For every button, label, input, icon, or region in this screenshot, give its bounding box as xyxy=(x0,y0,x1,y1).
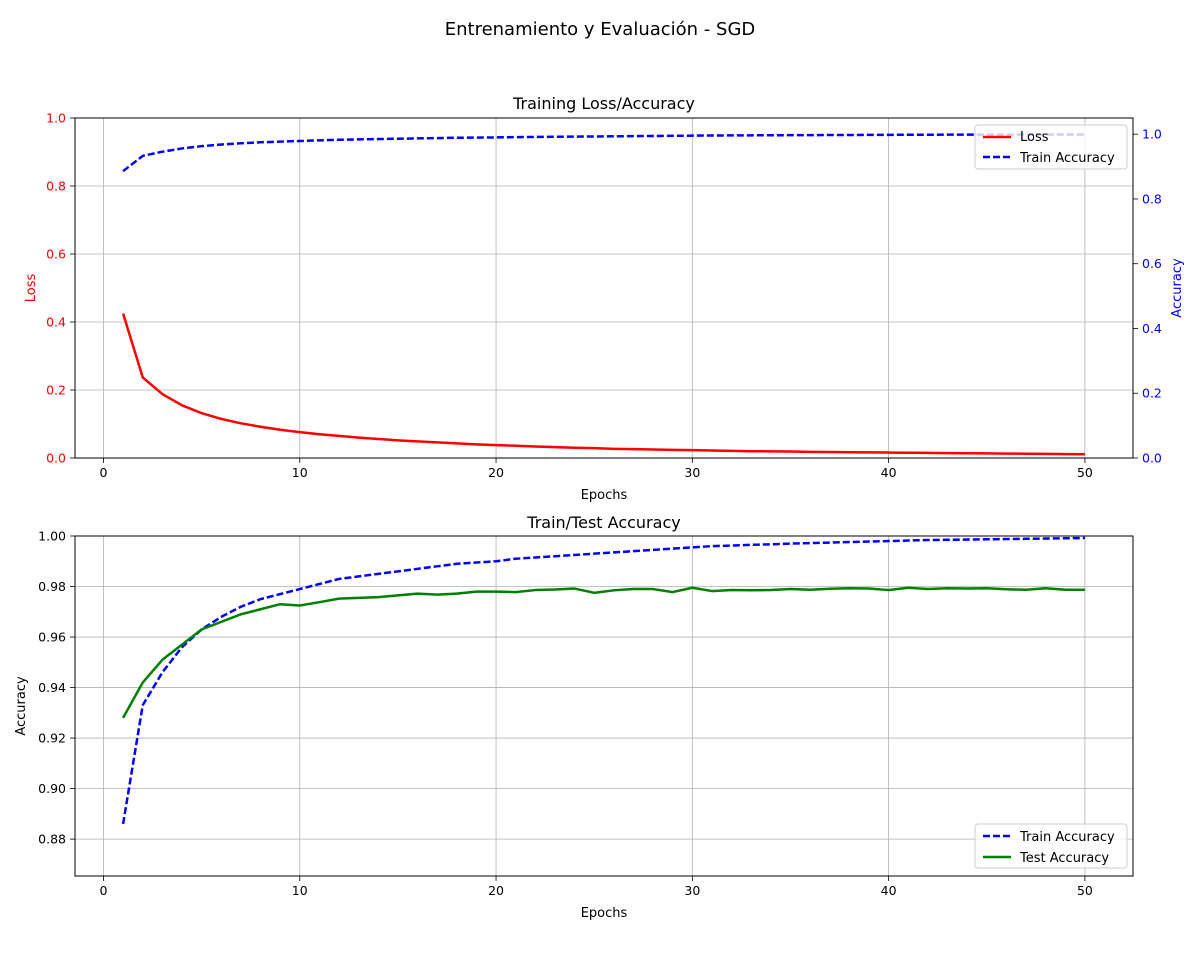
chart1-ytick-right-label: 0.4 xyxy=(1142,321,1162,336)
chart1-xtick-label: 0 xyxy=(99,465,107,480)
chart2-xtick-label: 40 xyxy=(881,883,897,898)
chart2-legend-train-label: Train Accuracy xyxy=(1019,830,1115,845)
chart2-xtick-label: 30 xyxy=(684,883,700,898)
chart1-xlabel: Epochs xyxy=(581,488,628,503)
chart2-legend: Train Accuracy Test Accuracy xyxy=(974,823,1128,869)
chart2-frame xyxy=(74,535,1134,877)
chart-train-test-accuracy: Train/Test Accuracy 0 10 20 30 40 500.880.900… xyxy=(14,513,1134,921)
chart1-ytick-label: 0.2 xyxy=(46,383,66,398)
chart2-ylabel: Accuracy xyxy=(14,676,29,736)
chart1-ytick-right-label: 0.0 xyxy=(1142,451,1162,466)
chart2-ticks: 0 10 20 30 40 50 0.88 0.90 0.92 0.94 0.96 0.98 1.00 xyxy=(38,529,1093,899)
chart1-xtick-label: 50 xyxy=(1077,465,1093,480)
chart1-series xyxy=(121,133,1085,456)
chart2-ytick-label: 1.00 xyxy=(38,529,66,544)
chart1-grid xyxy=(75,117,1133,459)
chart1-xtick-label: 30 xyxy=(684,465,700,480)
chart2-xtick-label: 0 xyxy=(99,883,107,898)
chart1-frame xyxy=(74,117,1134,459)
chart1-xtick-label: 20 xyxy=(488,465,504,480)
chart1-xtick-label: 40 xyxy=(881,465,897,480)
chart2-ytick-label: 0.96 xyxy=(38,630,66,645)
chart2-ytick-label: 0.92 xyxy=(38,731,66,746)
chart1-ytick-label: 0.4 xyxy=(46,315,66,330)
chart1-ticks: 0 10 20 30 40 50 0.0 0.2 0.4 0.6 0.8 1.0 0.0 0.2 0.4 0.… xyxy=(46,111,1162,481)
chart2-xtick-label: 50 xyxy=(1077,883,1093,898)
figure-suptitle: Entrenamiento y Evaluación - SGD xyxy=(445,19,756,40)
chart1-ytick-label: 0.0 xyxy=(46,451,66,466)
chart2-grid xyxy=(75,535,1133,876)
chart1-legend: Loss Train Accuracy xyxy=(974,124,1128,170)
chart2-ytick-label: 0.88 xyxy=(38,832,66,847)
chart1-ytick-label: 0.8 xyxy=(46,179,66,194)
chart1-ytick-right-label: 0.8 xyxy=(1142,191,1162,206)
chart1-title: Training Loss/Accuracy xyxy=(512,94,695,113)
chart1-series-loss xyxy=(121,313,1085,456)
chart2-series-train-accuracy xyxy=(121,536,1085,825)
chart1-ylabel-left: Loss xyxy=(24,274,39,303)
chart1-ytick-right-label: 0.6 xyxy=(1142,256,1162,271)
chart2-title: Train/Test Accuracy xyxy=(526,513,680,532)
chart2-xtick-label: 20 xyxy=(488,883,504,898)
chart1-legend-box xyxy=(974,124,1128,170)
chart1-ytick-label: 1.0 xyxy=(46,111,66,126)
chart1-series-train-accuracy xyxy=(122,133,1085,173)
chart2-ytick-label: 0.90 xyxy=(38,781,66,796)
chart2-ytick-label: 0.98 xyxy=(38,579,66,594)
chart2-xtick-label: 10 xyxy=(292,883,308,898)
chart2-series-test-accuracy xyxy=(121,586,1085,719)
chart2-ytick-label: 0.94 xyxy=(38,680,66,695)
chart1-ylabel-right: Accuracy xyxy=(1170,258,1185,318)
chart2-legend-test-label: Test Accuracy xyxy=(1019,851,1109,866)
chart-training-loss-accuracy: Training Loss/Accuracy 0 10 20 30 40 50 0.0 0.2… xyxy=(24,94,1185,503)
chart1-xtick-label: 10 xyxy=(292,465,308,480)
chart2-series xyxy=(121,536,1085,825)
chart1-legend-train-label: Train Accuracy xyxy=(1019,151,1115,166)
chart1-legend-loss-label: Loss xyxy=(1020,130,1049,145)
chart1-ytick-label: 0.6 xyxy=(46,247,66,262)
chart1-ytick-right-label: 0.2 xyxy=(1142,386,1162,401)
chart2-xlabel: Epochs xyxy=(581,906,628,921)
chart1-ytick-right-label: 1.0 xyxy=(1142,127,1162,142)
chart2-legend-box xyxy=(974,823,1128,869)
